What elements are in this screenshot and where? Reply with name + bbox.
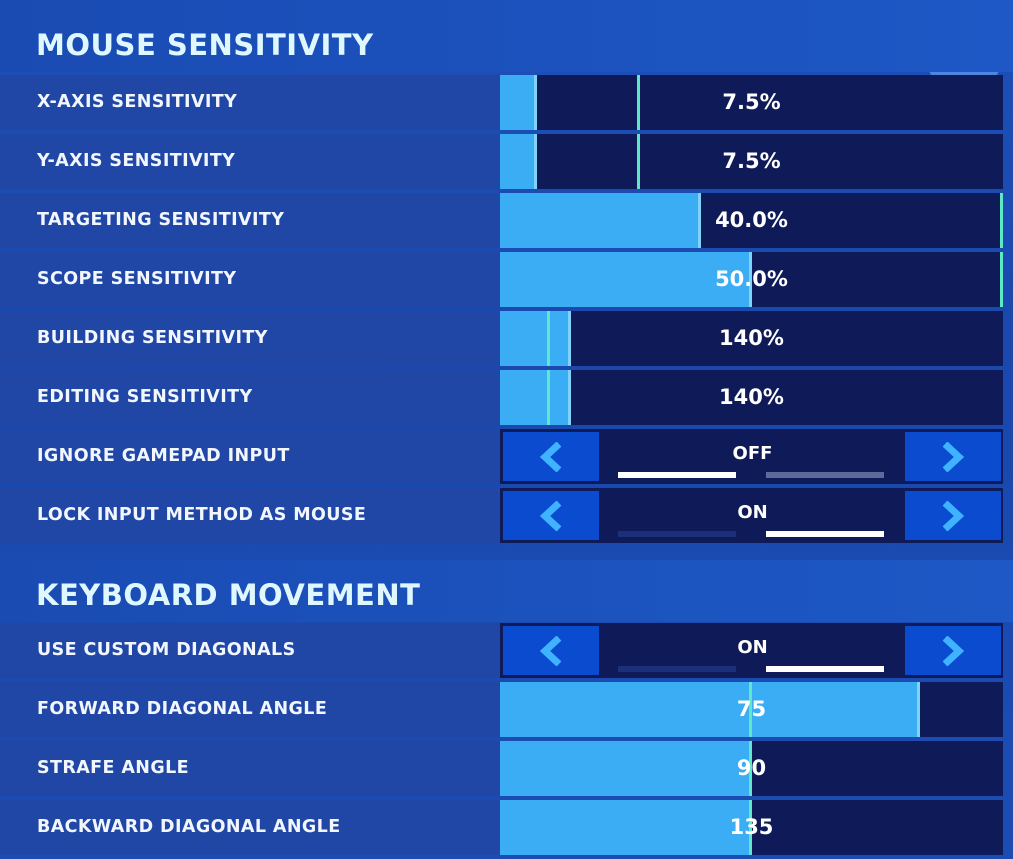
chevron-right-icon — [942, 636, 965, 666]
forward-diagonal-angle-label: FORWARD DIAGONAL ANGLE — [37, 699, 328, 719]
use-custom-diagonals-label: USE CUSTOM DIAGONALS — [37, 640, 296, 660]
chevron-right-icon — [942, 501, 965, 531]
default-marker — [749, 682, 752, 737]
default-marker — [1000, 252, 1003, 307]
editing-sensitivity-slider[interactable]: 140% — [500, 370, 1003, 425]
option-indicator-off — [618, 472, 736, 478]
targeting-sensitivity-label: TARGETING SENSITIVITY — [37, 210, 285, 230]
targeting-sensitivity-value: 40.0% — [715, 208, 788, 232]
building-sensitivity-value: 140% — [719, 326, 784, 350]
chevron-right-icon — [942, 442, 965, 472]
x-axis-sensitivity-label: X-AXIS SENSITIVITY — [37, 92, 238, 112]
lock-input-prev-button[interactable] — [503, 491, 599, 540]
scope-sensitivity-label: SCOPE SENSITIVITY — [37, 269, 237, 289]
use-custom-diagonals-row: USE CUSTOM DIAGONALS ON — [0, 623, 1003, 678]
custom-diagonals-prev-button[interactable] — [503, 626, 599, 675]
backward-diagonal-angle-value: 135 — [729, 815, 774, 839]
default-marker — [749, 741, 752, 796]
backward-diagonal-angle-label: BACKWARD DIAGONAL ANGLE — [37, 817, 341, 837]
chevron-left-icon — [539, 442, 562, 472]
x-axis-sensitivity-slider[interactable]: 7.5% — [500, 75, 1003, 130]
use-custom-diagonals-value: ON — [737, 637, 768, 658]
lock-input-method-label: LOCK INPUT METHOD AS MOUSE — [37, 505, 367, 525]
slider-fill — [500, 252, 752, 307]
default-marker — [637, 134, 640, 189]
slider-fill — [500, 682, 920, 737]
default-marker — [637, 75, 640, 130]
option-indicator-on — [766, 666, 884, 672]
lock-input-method-value: ON — [737, 502, 768, 523]
strafe-angle-row: STRAFE ANGLE 90 — [0, 741, 1003, 796]
slider-fill — [500, 75, 537, 130]
building-sensitivity-label: BUILDING SENSITIVITY — [37, 328, 268, 348]
strafe-angle-value: 90 — [736, 756, 767, 780]
default-marker — [749, 800, 752, 855]
scope-sensitivity-slider[interactable]: 50.0% — [500, 252, 1003, 307]
option-indicator-on — [766, 472, 884, 478]
mouse-section-title: MOUSE SENSITIVITY — [36, 28, 374, 62]
slider-fill — [500, 311, 571, 366]
option-indicator-off — [618, 666, 736, 672]
slider-fill — [500, 193, 701, 248]
x-axis-sensitivity-value: 7.5% — [722, 90, 781, 114]
ignore-gamepad-input-selector: OFF — [500, 429, 1003, 484]
targeting-sensitivity-slider[interactable]: 40.0% — [500, 193, 1003, 248]
keyboard-section-header: KEYBOARD MOVEMENT — [0, 560, 1013, 622]
editing-sensitivity-label: EDITING SENSITIVITY — [37, 387, 253, 407]
targeting-sensitivity-row: TARGETING SENSITIVITY 40.0% — [0, 193, 1003, 248]
building-sensitivity-slider[interactable]: 140% — [500, 311, 1003, 366]
backward-diagonal-angle-slider[interactable]: 135 — [500, 800, 1003, 855]
ignore-gamepad-next-button[interactable] — [905, 432, 1001, 481]
ignore-gamepad-input-label: IGNORE GAMEPAD INPUT — [37, 446, 290, 466]
editing-sensitivity-row: EDITING SENSITIVITY 140% — [0, 370, 1003, 425]
option-indicator-off — [618, 531, 736, 537]
editing-sensitivity-value: 140% — [719, 385, 784, 409]
x-axis-sensitivity-row: X-AXIS SENSITIVITY 7.5% — [0, 75, 1003, 130]
building-sensitivity-row: BUILDING SENSITIVITY 140% — [0, 311, 1003, 366]
default-marker — [547, 370, 550, 425]
slider-fill — [500, 370, 571, 425]
y-axis-sensitivity-label: Y-AXIS SENSITIVITY — [37, 151, 236, 171]
scope-sensitivity-row: SCOPE SENSITIVITY 50.0% — [0, 252, 1003, 307]
default-marker — [547, 311, 550, 366]
slider-fill — [500, 134, 537, 189]
y-axis-sensitivity-slider[interactable]: 7.5% — [500, 134, 1003, 189]
scope-sensitivity-value: 50.0% — [715, 267, 788, 291]
mouse-section-header: MOUSE SENSITIVITY — [0, 0, 1013, 72]
strafe-angle-slider[interactable]: 90 — [500, 741, 1003, 796]
lock-input-method-selector: ON — [500, 488, 1003, 543]
option-indicator-on — [766, 531, 884, 537]
chevron-left-icon — [539, 501, 562, 531]
lock-input-method-row: LOCK INPUT METHOD AS MOUSE ON — [0, 488, 1003, 543]
ignore-gamepad-prev-button[interactable] — [503, 432, 599, 481]
forward-diagonal-angle-slider[interactable]: 75 — [500, 682, 1003, 737]
ignore-gamepad-input-value: OFF — [732, 443, 773, 464]
chevron-left-icon — [539, 636, 562, 666]
y-axis-sensitivity-value: 7.5% — [722, 149, 781, 173]
strafe-angle-label: STRAFE ANGLE — [37, 758, 190, 778]
use-custom-diagonals-selector: ON — [500, 623, 1003, 678]
lock-input-next-button[interactable] — [905, 491, 1001, 540]
slider-fill — [500, 741, 752, 796]
ignore-gamepad-input-row: IGNORE GAMEPAD INPUT OFF — [0, 429, 1003, 484]
forward-diagonal-angle-row: FORWARD DIAGONAL ANGLE 75 — [0, 682, 1003, 737]
y-axis-sensitivity-row: Y-AXIS SENSITIVITY 7.5% — [0, 134, 1003, 189]
keyboard-section-title: KEYBOARD MOVEMENT — [36, 578, 421, 612]
backward-diagonal-angle-row: BACKWARD DIAGONAL ANGLE 135 — [0, 800, 1003, 855]
custom-diagonals-next-button[interactable] — [905, 626, 1001, 675]
forward-diagonal-angle-value: 75 — [736, 697, 767, 721]
default-marker — [1000, 193, 1003, 248]
